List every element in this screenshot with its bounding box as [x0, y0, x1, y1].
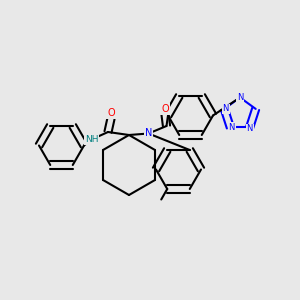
Text: N: N	[145, 128, 152, 139]
Text: N: N	[237, 93, 243, 102]
Text: N: N	[223, 104, 229, 113]
Text: N: N	[229, 123, 235, 132]
Text: NH: NH	[85, 135, 98, 144]
Text: O: O	[161, 103, 169, 114]
Text: O: O	[107, 108, 115, 118]
Text: N: N	[247, 124, 253, 133]
